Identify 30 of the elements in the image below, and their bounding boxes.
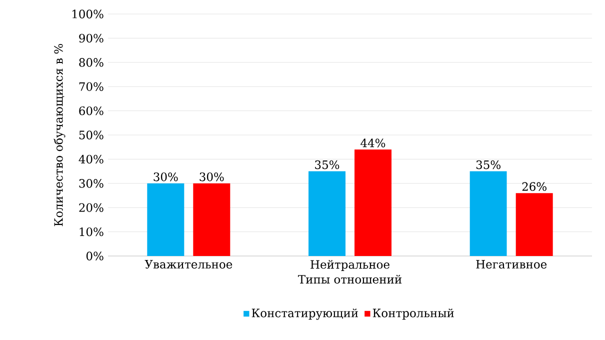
y-tick-label: 0%	[86, 252, 104, 260]
bar	[308, 171, 346, 256]
bar	[147, 183, 184, 256]
y-tick-label: 40%	[78, 154, 104, 164]
y-tick-label: 20%	[79, 203, 104, 212]
legend-label: Контрольный	[372, 308, 454, 320]
x-tick-label: Уважительное	[144, 260, 232, 269]
data-label: 30%	[200, 172, 224, 182]
y-tick-label: 30%	[79, 179, 104, 188]
bar	[470, 171, 507, 256]
bar	[516, 193, 553, 256]
y-tick-label: 80%	[79, 58, 104, 67]
y-tick-label: 50%	[79, 130, 104, 140]
y-tick-label: 70%	[79, 82, 104, 91]
bar	[193, 183, 230, 256]
x-tick-label: Нейтральное	[310, 260, 390, 271]
bar	[354, 150, 392, 256]
x-tick-label: Негативное	[476, 260, 547, 269]
data-label: 26%	[522, 182, 546, 191]
y-axis-title: Количество обучающихся в %	[54, 44, 66, 226]
data-label: 35%	[476, 160, 500, 170]
data-label: 44%	[360, 138, 386, 148]
data-label: 35%	[315, 160, 340, 170]
x-axis-title: Типы отношений	[298, 274, 402, 284]
legend-label: Констатирующий	[252, 308, 358, 320]
y-tick-label: 60%	[79, 106, 104, 116]
y-tick-label: 10%	[80, 227, 104, 236]
y-tick-label: 100%	[72, 10, 104, 18]
data-label: 30%	[154, 172, 178, 182]
y-tick-label: 90%	[79, 34, 104, 43]
